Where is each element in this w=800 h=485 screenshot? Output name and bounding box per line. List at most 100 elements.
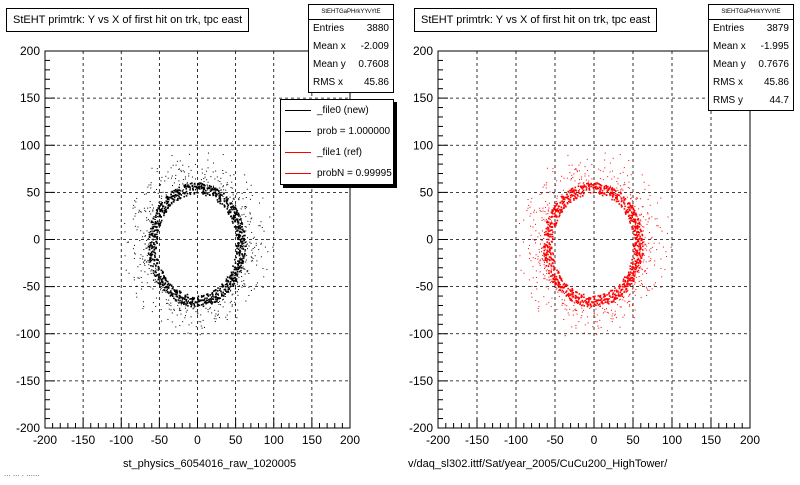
scatter-point [159,210,162,213]
scatter-point [233,226,236,228]
scatter-point [630,174,632,176]
scatter-point [167,171,169,173]
scatter-point [231,181,233,183]
scatter-point [581,299,584,302]
scatter-point [169,204,171,206]
scatter-point [214,298,217,300]
scatter-point [242,257,245,259]
scatter-point [634,238,637,241]
scatter-point [638,233,640,236]
scatter-point [625,292,627,294]
scatter-point [561,289,564,292]
scatter-point [234,216,236,218]
scatter-point [616,187,618,189]
scatter-point [641,174,643,176]
scatter-point [206,193,209,195]
scatter-point [619,172,621,174]
scatter-point [639,240,641,242]
scatter-point [161,278,163,281]
scatter-point [234,207,237,210]
scatter-point [540,211,542,213]
scatter-point [179,310,181,312]
scatter-point [637,261,640,264]
scatter-point [234,258,236,261]
scatter-point [150,233,152,236]
scatter-point [194,188,197,191]
scatter-point [254,246,256,248]
scatter-point [598,168,600,170]
scatter-point [165,291,167,293]
right-stats-label: RMS y [713,95,743,106]
scatter-point [578,189,580,191]
scatter-point [203,185,205,187]
scatter-point [595,299,598,301]
scatter-point [175,289,178,292]
scatter-point [633,276,635,278]
scatter-point [201,168,203,170]
scatter-point [240,240,242,243]
scatter-point [631,212,633,214]
scatter-point [629,217,631,219]
scatter-point [220,194,222,196]
scatter-point [575,325,577,327]
scatter-point [245,206,247,208]
scatter-point [196,297,199,299]
scatter-point [558,275,561,277]
scatter-point [241,228,243,231]
scatter-point [556,287,558,289]
scatter-point [570,188,573,191]
scatter-point [636,236,638,239]
scatter-point [147,237,149,239]
scatter-point [163,283,166,286]
scatter-point [237,237,240,239]
scatter-point [202,299,205,302]
scatter-point [200,186,202,188]
scatter-point [237,288,239,290]
scatter-point [568,201,571,203]
scatter-point [220,304,222,306]
scatter-point [215,189,217,191]
scatter-point [611,315,613,317]
scatter-point [184,187,186,189]
scatter-point [240,251,242,253]
scatter-point [167,287,170,289]
scatter-point [611,191,614,193]
scatter-point [245,241,247,243]
scatter-point [563,204,565,207]
x-tick-label: -100 [109,433,133,447]
scatter-point [209,307,211,309]
scatter-point [133,257,135,259]
scatter-point [659,227,661,229]
scatter-point [218,297,220,299]
scatter-point [191,301,194,304]
scatter-point [239,244,241,247]
scatter-point [581,178,583,180]
scatter-point [214,300,216,302]
scatter-point [549,223,552,225]
scatter-point [143,306,145,308]
scatter-point [199,182,202,185]
scatter-point [219,297,222,300]
scatter-point [563,282,566,285]
scatter-point [634,269,636,271]
scatter-point [255,242,257,244]
scatter-point [200,321,202,323]
scatter-point [180,194,183,196]
scatter-point [632,266,635,268]
scatter-point [232,271,235,273]
scatter-point [152,209,154,211]
scatter-point [160,280,163,283]
scatter-point [224,296,226,298]
scatter-point [188,153,190,155]
scatter-point [171,295,174,298]
scatter-point [153,191,155,193]
scatter-point [563,319,565,321]
scatter-point [631,205,633,207]
scatter-point [543,184,545,186]
scatter-point [629,187,631,189]
scatter-point [546,191,548,193]
scatter-point [551,280,553,282]
scatter-point [601,300,603,303]
scatter-point [623,182,625,184]
scatter-point [592,295,594,298]
